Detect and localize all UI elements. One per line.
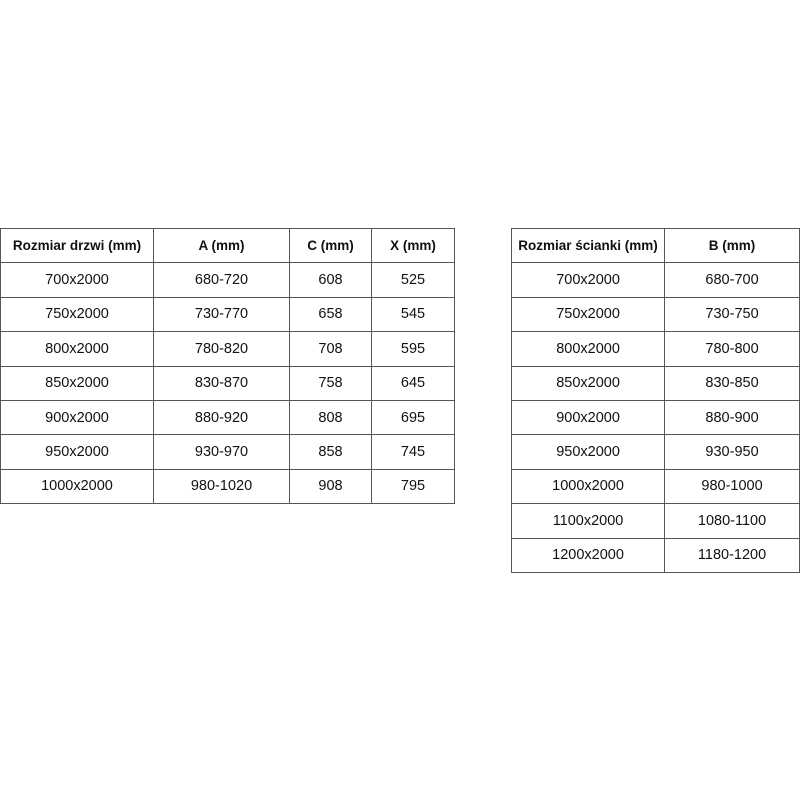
table-row: 700x2000 680-700 bbox=[510, 262, 800, 298]
column-header: Rozmiar drzwi (mm) bbox=[0, 227, 154, 264]
table-cell: 980-1020 bbox=[153, 468, 290, 505]
table-cell: 1180-1200 bbox=[664, 537, 800, 573]
table-cell: 1200x2000 bbox=[510, 537, 666, 573]
table-cell: 750x2000 bbox=[0, 296, 154, 333]
table-cell: 1100x2000 bbox=[510, 503, 666, 539]
table-row: 800x2000 780-820 708 595 bbox=[0, 331, 455, 367]
table-row: 900x2000 880-900 bbox=[510, 399, 800, 436]
table-cell: 808 bbox=[289, 399, 372, 436]
table-cell: 800x2000 bbox=[510, 331, 666, 367]
table-cell: 1080-1100 bbox=[664, 503, 800, 539]
table-cell: 730-750 bbox=[664, 296, 800, 333]
table-cell: 1000x2000 bbox=[510, 468, 666, 505]
table-row: 1000x2000 980-1020 908 795 bbox=[0, 468, 455, 505]
table-cell: 645 bbox=[371, 365, 455, 401]
table-header-row: Rozmiar ścianki (mm) B (mm) bbox=[510, 227, 800, 264]
table-cell: 930-970 bbox=[153, 434, 290, 470]
table-cell: 700x2000 bbox=[510, 262, 666, 298]
table-cell: 730-770 bbox=[153, 296, 290, 333]
table-cell: 880-900 bbox=[664, 399, 800, 436]
table-cell: 900x2000 bbox=[0, 399, 154, 436]
table-row: 900x2000 880-920 808 695 bbox=[0, 399, 455, 436]
table-cell: 850x2000 bbox=[510, 365, 666, 401]
table-cell: 758 bbox=[289, 365, 372, 401]
column-header: X (mm) bbox=[371, 227, 455, 264]
table-cell: 708 bbox=[289, 331, 372, 367]
table-cell: 695 bbox=[371, 399, 455, 436]
table-cell: 850x2000 bbox=[0, 365, 154, 401]
table-row: 850x2000 830-870 758 645 bbox=[0, 365, 455, 401]
table-cell: 680-720 bbox=[153, 262, 290, 298]
table-cell: 908 bbox=[289, 468, 372, 505]
table-cell: 780-800 bbox=[664, 331, 800, 367]
wall-size-table: Rozmiar ścianki (mm) B (mm) 700x2000 680-7… bbox=[510, 227, 800, 573]
table-cell: 980-1000 bbox=[664, 468, 800, 505]
table-row: 950x2000 930-950 bbox=[510, 434, 800, 470]
table-row: 1100x2000 1080-1100 bbox=[510, 503, 800, 539]
column-header: Rozmiar ścianki (mm) bbox=[510, 227, 666, 264]
table-row: 750x2000 730-770 658 545 bbox=[0, 296, 455, 333]
table-cell: 595 bbox=[371, 331, 455, 367]
table-row: 800x2000 780-800 bbox=[510, 331, 800, 367]
table-row: 750x2000 730-750 bbox=[510, 296, 800, 333]
table-row: 1000x2000 980-1000 bbox=[510, 468, 800, 505]
table-cell: 525 bbox=[371, 262, 455, 298]
column-header: A (mm) bbox=[153, 227, 290, 264]
table-cell: 795 bbox=[371, 468, 455, 505]
column-header: C (mm) bbox=[289, 227, 372, 264]
table-cell: 830-850 bbox=[664, 365, 800, 401]
table-row: 1200x2000 1180-1200 bbox=[510, 537, 800, 573]
table-cell: 800x2000 bbox=[0, 331, 154, 367]
table-cell: 780-820 bbox=[153, 331, 290, 367]
table-cell: 680-700 bbox=[664, 262, 800, 298]
table-cell: 880-920 bbox=[153, 399, 290, 436]
table-cell: 830-870 bbox=[153, 365, 290, 401]
table-cell: 950x2000 bbox=[510, 434, 666, 470]
table-header-row: Rozmiar drzwi (mm) A (mm) C (mm) X (mm) bbox=[0, 227, 455, 264]
table-cell: 700x2000 bbox=[0, 262, 154, 298]
table-row: 700x2000 680-720 608 525 bbox=[0, 262, 455, 298]
door-size-table: Rozmiar drzwi (mm) A (mm) C (mm) X (mm) 700… bbox=[0, 227, 455, 505]
table-cell: 930-950 bbox=[664, 434, 800, 470]
table-cell: 750x2000 bbox=[510, 296, 666, 333]
table-cell: 858 bbox=[289, 434, 372, 470]
table-cell: 1000x2000 bbox=[0, 468, 154, 505]
table-row: 950x2000 930-970 858 745 bbox=[0, 434, 455, 470]
table-row: 850x2000 830-850 bbox=[510, 365, 800, 401]
table-cell: 950x2000 bbox=[0, 434, 154, 470]
table-cell: 900x2000 bbox=[510, 399, 666, 436]
table-cell: 658 bbox=[289, 296, 372, 333]
table-cell: 745 bbox=[371, 434, 455, 470]
column-header: B (mm) bbox=[664, 227, 800, 264]
table-cell: 608 bbox=[289, 262, 372, 298]
table-cell: 545 bbox=[371, 296, 455, 333]
